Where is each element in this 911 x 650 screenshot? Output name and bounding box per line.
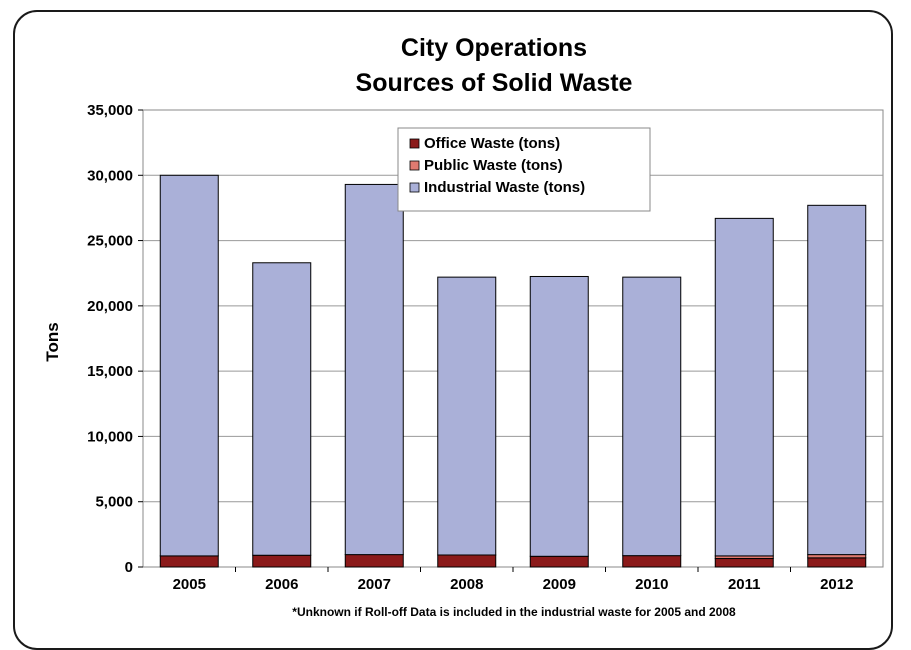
- bar-segment: [159, 174, 219, 557]
- y-tick-label: 20,000: [87, 298, 133, 315]
- legend-box: [397, 127, 651, 212]
- y-tick-label: 15,000: [87, 363, 133, 380]
- bar-segment: [807, 204, 867, 556]
- x-tick-label: 2009: [543, 576, 576, 593]
- x-tick-label: 2011: [728, 576, 761, 593]
- legend-swatch: [409, 138, 420, 149]
- y-tick-label: 0: [125, 559, 133, 576]
- x-tick-label: 2012: [820, 576, 853, 593]
- legend: Office Waste (tons) Public Waste (tons) In…: [397, 127, 651, 212]
- bar-segment: [622, 555, 682, 568]
- x-tick-label: 2007: [358, 576, 391, 593]
- bar-segment: [159, 555, 219, 568]
- x-tick-label: 2006: [265, 576, 298, 593]
- y-tick-label: 25,000: [87, 233, 133, 250]
- x-axis-ticks: 2005 2006 2007 2008 2009 2010 2011 2012: [173, 567, 853, 593]
- bar-segment: [437, 554, 497, 568]
- x-tick-label: 2010: [635, 576, 668, 593]
- x-tick-label: 2008: [450, 576, 483, 593]
- bar-segment: [714, 558, 774, 568]
- y-tick-label: 5,000: [95, 494, 133, 511]
- chart-title-line-2: Sources of Solid Waste: [356, 69, 633, 97]
- footnote: *Unknown if Roll-off Data is included in…: [292, 605, 736, 619]
- y-axis-ticks: 0 5,000 10,000 15,000 20,000 25,000 30,000 35,0…: [87, 102, 133, 576]
- x-tick-label: 2005: [173, 576, 206, 593]
- legend-swatch: [409, 160, 420, 171]
- bar-segment: [529, 275, 589, 557]
- bar-segment: [529, 555, 589, 568]
- legend-swatch: [409, 182, 420, 193]
- y-tick-label: 30,000: [87, 167, 133, 184]
- chart-title-line-1: City Operations: [401, 34, 587, 62]
- bar-segment: [252, 262, 312, 556]
- bar-segment: [622, 276, 682, 557]
- bar-segment: [807, 557, 867, 568]
- bar-segment: [252, 554, 312, 568]
- legend-label: Office Waste (tons): [424, 135, 560, 152]
- bars: [159, 174, 867, 568]
- legend-label: Public Waste (tons): [424, 157, 563, 174]
- y-tick-label: 35,000: [87, 102, 133, 119]
- legend-label: Industrial Waste (tons): [424, 179, 585, 196]
- bar-segment: [714, 217, 774, 557]
- y-tick-label: 10,000: [87, 428, 133, 445]
- y-axis-label: Tons: [43, 322, 62, 361]
- bar-segment: [344, 554, 404, 568]
- bar-segment: [437, 276, 497, 556]
- bar-segment: [344, 183, 404, 556]
